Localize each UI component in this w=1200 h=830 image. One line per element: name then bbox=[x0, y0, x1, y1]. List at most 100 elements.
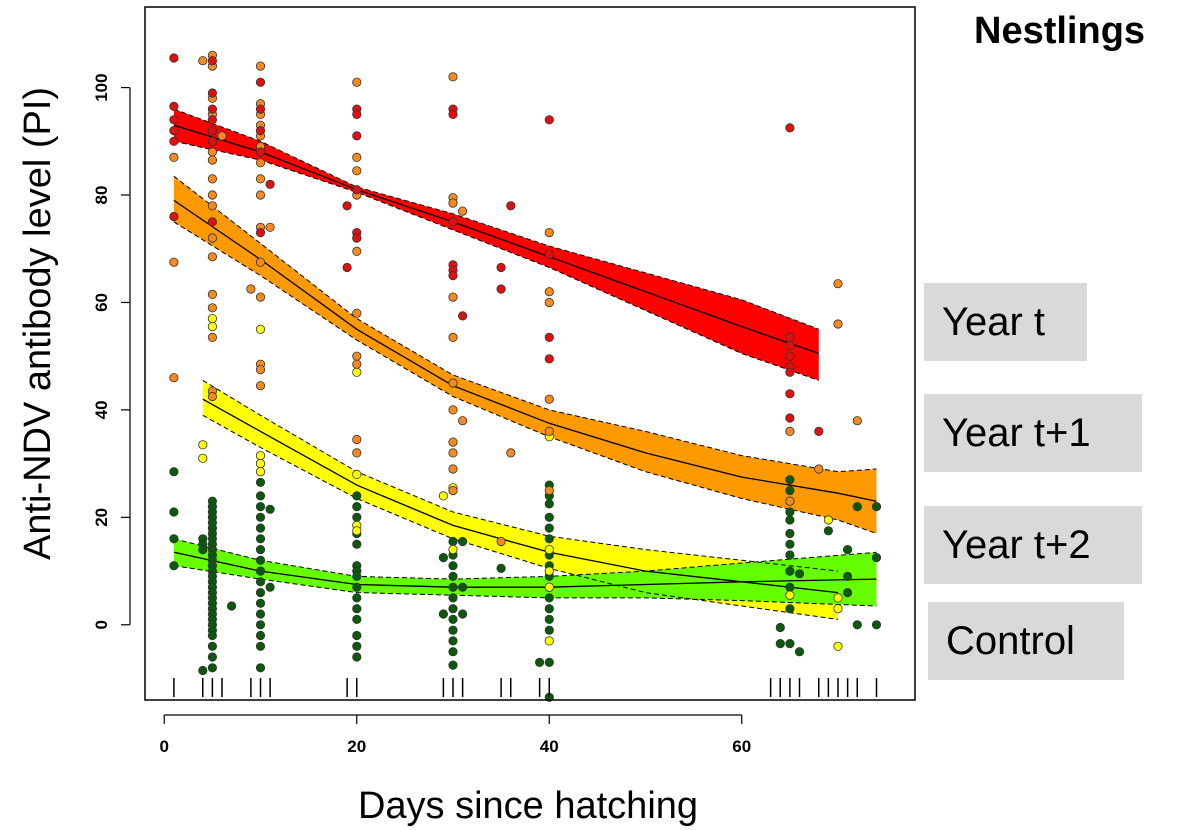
data-point bbox=[352, 571, 362, 582]
data-point bbox=[785, 475, 795, 485]
data-point bbox=[169, 101, 179, 112]
data-point bbox=[265, 222, 275, 232]
data-point bbox=[544, 297, 554, 308]
data-point bbox=[785, 566, 795, 576]
data-point bbox=[544, 593, 554, 603]
data-point bbox=[342, 201, 352, 211]
data-point bbox=[448, 332, 458, 342]
data-point bbox=[785, 389, 795, 399]
data-point bbox=[207, 289, 217, 299]
data-point bbox=[544, 332, 554, 342]
data-point bbox=[785, 485, 795, 496]
data-point bbox=[496, 563, 506, 574]
data-point bbox=[438, 552, 448, 563]
data-point bbox=[198, 665, 208, 676]
data-point bbox=[785, 638, 795, 649]
data-point bbox=[823, 515, 834, 525]
data-point bbox=[544, 115, 554, 125]
legend-item-year-t1: Year t+1 bbox=[924, 394, 1142, 472]
data-point bbox=[823, 526, 834, 536]
data-point bbox=[448, 647, 458, 657]
data-point bbox=[169, 534, 179, 544]
x-tick-label: 40 bbox=[540, 737, 559, 756]
data-point bbox=[207, 104, 217, 114]
data-point bbox=[207, 190, 217, 200]
data-point bbox=[457, 582, 468, 592]
data-point bbox=[207, 147, 217, 157]
data-point bbox=[448, 614, 458, 625]
data-point bbox=[255, 104, 266, 114]
data-point bbox=[544, 625, 554, 635]
data-point bbox=[448, 485, 458, 496]
data-point bbox=[852, 416, 862, 426]
fit-lines bbox=[173, 108, 877, 620]
data-point bbox=[457, 416, 468, 426]
data-point bbox=[506, 201, 516, 211]
fit-line-1 bbox=[173, 199, 877, 502]
fit-line-0 bbox=[173, 124, 820, 355]
legend-item-control: Control bbox=[928, 602, 1124, 680]
data-point bbox=[833, 604, 843, 614]
data-point bbox=[352, 501, 362, 512]
chart-title: Nestlings bbox=[974, 10, 1146, 52]
data-point bbox=[544, 657, 554, 668]
data-point bbox=[544, 499, 554, 509]
data-point bbox=[207, 652, 217, 662]
band-1 bbox=[173, 176, 877, 534]
x-tick-label: 20 bbox=[347, 737, 366, 756]
data-point bbox=[448, 198, 458, 208]
fit-line-3 bbox=[173, 551, 877, 588]
data-point bbox=[457, 536, 468, 547]
data-point bbox=[352, 593, 362, 603]
y-tick-label: 20 bbox=[92, 508, 111, 527]
data-point bbox=[265, 582, 275, 592]
data-point bbox=[255, 228, 266, 238]
plot-frame bbox=[144, 6, 916, 701]
data-point bbox=[207, 663, 217, 673]
data-point bbox=[457, 311, 468, 321]
data-point bbox=[352, 448, 362, 458]
data-point bbox=[448, 636, 458, 646]
data-point bbox=[496, 536, 506, 547]
data-point bbox=[448, 660, 458, 670]
data-point bbox=[207, 391, 217, 402]
data-point bbox=[448, 109, 458, 120]
y-tick-label: 100 bbox=[92, 73, 111, 101]
data-point bbox=[169, 257, 179, 267]
data-point bbox=[352, 131, 362, 141]
data-point bbox=[448, 72, 458, 82]
band-upper-3 bbox=[173, 538, 877, 580]
data-point bbox=[544, 426, 554, 436]
legend-item-year-t: Year t bbox=[924, 283, 1087, 361]
band-lower-0 bbox=[173, 140, 819, 381]
data-point bbox=[207, 115, 217, 125]
data-point bbox=[871, 501, 882, 512]
data-point bbox=[448, 378, 458, 388]
data-point bbox=[871, 552, 882, 563]
legend-label-year-t: Year t bbox=[942, 300, 1046, 344]
data-point bbox=[544, 582, 554, 592]
data-point bbox=[207, 136, 217, 146]
data-point bbox=[255, 587, 266, 598]
data-point bbox=[255, 523, 266, 533]
legend-label-year-t2: Year t+2 bbox=[942, 523, 1091, 567]
y-tick-label: 60 bbox=[92, 293, 111, 312]
data-point bbox=[255, 555, 266, 565]
data-point bbox=[207, 233, 217, 243]
data-point bbox=[544, 566, 554, 576]
data-point bbox=[207, 332, 217, 342]
data-point bbox=[255, 257, 266, 267]
data-point bbox=[448, 536, 458, 547]
data-point bbox=[255, 77, 266, 87]
data-point bbox=[833, 593, 843, 603]
data-point bbox=[352, 233, 362, 243]
data-point bbox=[255, 190, 266, 200]
data-point bbox=[169, 152, 179, 162]
data-point bbox=[255, 158, 266, 168]
data-point bbox=[544, 614, 554, 625]
data-point bbox=[207, 88, 217, 98]
data-point bbox=[794, 569, 805, 579]
data-point bbox=[448, 464, 458, 474]
data-point bbox=[169, 467, 179, 477]
data-point bbox=[448, 625, 458, 635]
